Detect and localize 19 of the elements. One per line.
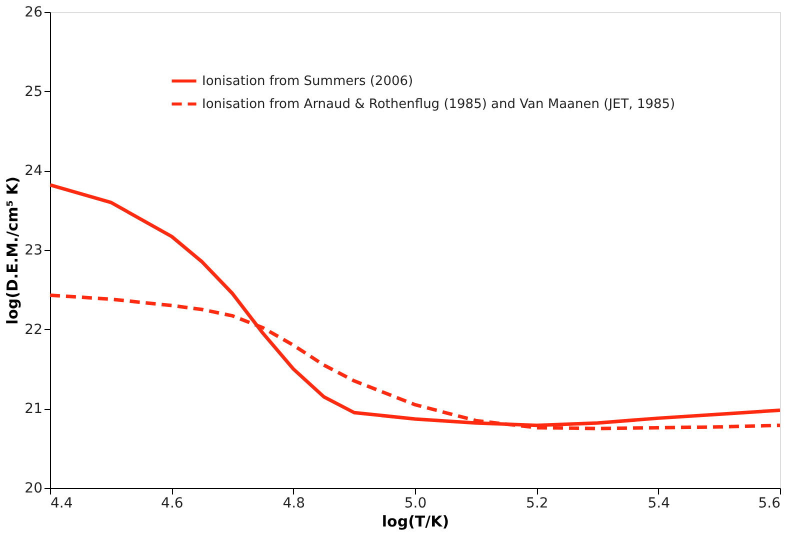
legend-label: Ionisation from Summers (2006) (202, 74, 414, 89)
x-tick-label: 4.8 (282, 496, 305, 512)
y-tick-label: 23 (24, 242, 42, 258)
x-tick-label: 4.6 (161, 496, 184, 512)
y-tick-label: 22 (24, 322, 42, 338)
y-tick-label: 24 (24, 163, 43, 180)
y-tick-label: 20 (24, 480, 42, 496)
x-axis-title: log(T/K) (382, 512, 450, 530)
y-tick-label: 25 (24, 84, 42, 100)
legend-label: Ionisation from Arnaud & Rothenflug (1985) and Van Maanen (JET, 1985) (202, 97, 676, 112)
x-tick-label: 4.4 (50, 496, 73, 512)
x-tick-label: 5.4 (648, 496, 670, 512)
x-tick-label: 5.0 (404, 496, 427, 512)
line-series (50, 183, 780, 428)
y-tick-label: 21 (24, 401, 42, 418)
y-axis-title: log(D.E.M./cm⁵ K) (4, 176, 22, 325)
y-tick-label: 26 (24, 4, 43, 20)
x-tick-label: 5.6 (758, 496, 781, 512)
x-tick-label: 5.2 (526, 496, 548, 512)
